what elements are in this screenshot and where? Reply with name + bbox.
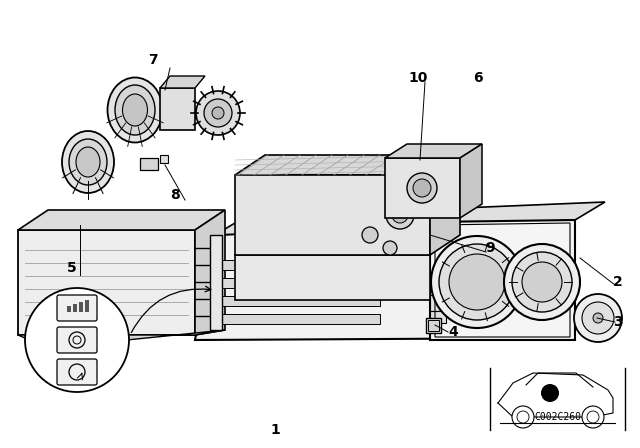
Circle shape — [582, 406, 604, 428]
Ellipse shape — [115, 85, 155, 135]
Circle shape — [212, 107, 224, 119]
FancyBboxPatch shape — [57, 359, 97, 385]
Text: C002C260: C002C260 — [534, 412, 581, 422]
Circle shape — [25, 288, 129, 392]
Ellipse shape — [108, 78, 163, 142]
Text: 8: 8 — [170, 188, 180, 202]
Bar — [220, 314, 380, 324]
Circle shape — [574, 294, 622, 342]
Text: 9: 9 — [485, 241, 495, 255]
Polygon shape — [195, 210, 225, 335]
Circle shape — [522, 262, 562, 302]
Bar — [220, 278, 380, 288]
Bar — [426, 318, 441, 333]
Polygon shape — [430, 220, 575, 340]
Text: 2: 2 — [613, 275, 623, 289]
Circle shape — [386, 201, 414, 229]
Text: 3: 3 — [613, 315, 623, 329]
Polygon shape — [215, 202, 605, 235]
Text: 4: 4 — [448, 325, 458, 339]
Bar — [215, 246, 221, 250]
Text: 1: 1 — [270, 423, 280, 437]
Bar — [430, 295, 446, 311]
Ellipse shape — [62, 131, 114, 193]
Circle shape — [431, 236, 523, 328]
Bar — [67, 306, 71, 312]
Polygon shape — [235, 155, 460, 175]
Bar — [210, 235, 222, 330]
Polygon shape — [460, 144, 482, 218]
Bar — [79, 302, 83, 312]
Bar — [220, 296, 380, 306]
Circle shape — [582, 302, 614, 334]
Bar — [73, 304, 77, 312]
Circle shape — [407, 173, 437, 203]
Bar — [85, 300, 89, 312]
Bar — [428, 320, 439, 331]
Ellipse shape — [122, 94, 147, 126]
Polygon shape — [235, 255, 430, 300]
Text: 6: 6 — [473, 71, 483, 85]
Circle shape — [413, 179, 431, 197]
FancyBboxPatch shape — [57, 295, 97, 321]
Circle shape — [593, 313, 603, 323]
Polygon shape — [18, 330, 225, 348]
Circle shape — [383, 241, 397, 255]
Circle shape — [504, 244, 580, 320]
Bar — [215, 263, 221, 267]
Polygon shape — [160, 76, 205, 88]
Text: 7: 7 — [148, 53, 158, 67]
Bar — [220, 260, 380, 270]
Polygon shape — [18, 210, 225, 230]
Bar — [215, 314, 221, 318]
Polygon shape — [18, 230, 195, 335]
Bar — [385, 158, 460, 218]
Text: 10: 10 — [408, 71, 428, 85]
Circle shape — [541, 384, 559, 402]
Bar — [430, 311, 446, 323]
Polygon shape — [430, 155, 460, 255]
Bar — [215, 280, 221, 284]
Circle shape — [587, 411, 599, 423]
Circle shape — [196, 91, 240, 135]
Ellipse shape — [76, 147, 100, 177]
Bar — [215, 297, 221, 301]
Polygon shape — [385, 144, 482, 158]
Bar — [160, 88, 195, 130]
Text: 5: 5 — [67, 261, 77, 275]
Ellipse shape — [69, 139, 107, 185]
Bar — [140, 158, 158, 170]
FancyBboxPatch shape — [57, 327, 97, 353]
Circle shape — [512, 406, 534, 428]
Circle shape — [392, 207, 408, 223]
Polygon shape — [195, 220, 575, 340]
Polygon shape — [235, 175, 430, 255]
Bar — [160, 155, 168, 163]
Circle shape — [204, 99, 232, 127]
Circle shape — [517, 411, 529, 423]
Circle shape — [449, 254, 505, 310]
Circle shape — [362, 227, 378, 243]
Circle shape — [439, 244, 515, 320]
Bar — [195, 108, 218, 118]
Circle shape — [512, 252, 572, 312]
